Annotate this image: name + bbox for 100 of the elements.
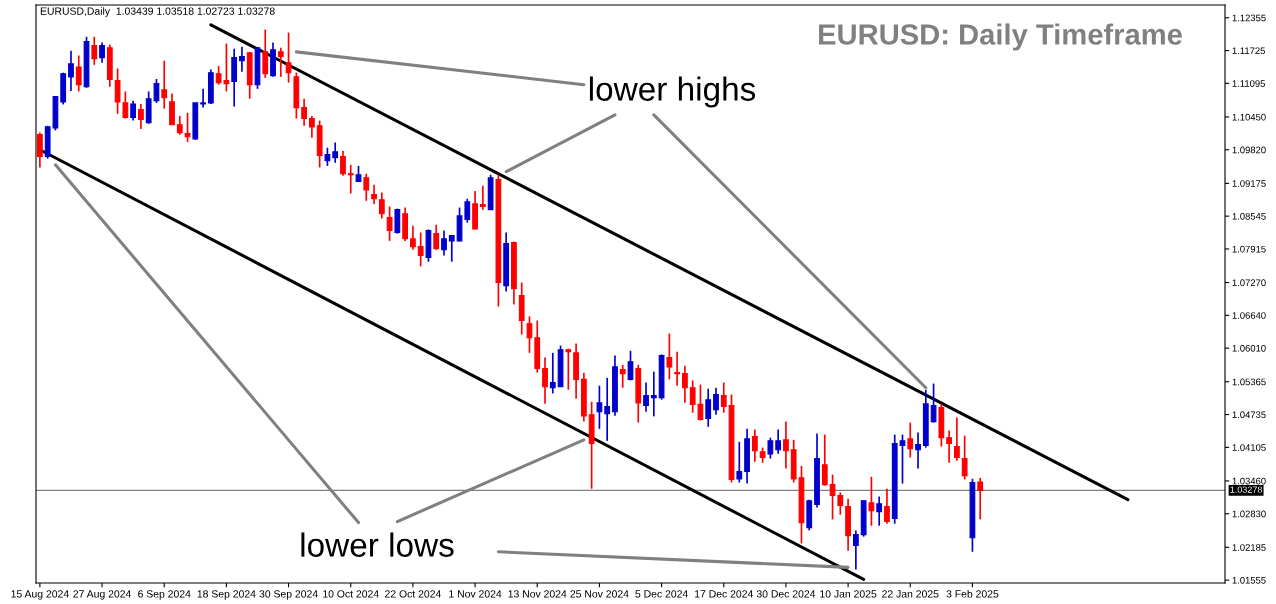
- candlestick: [161, 59, 168, 110]
- candlestick: [91, 35, 98, 66]
- y-tick-label: 1.06010: [1232, 344, 1266, 352]
- x-tick-label: 18 Sep 2024: [197, 590, 256, 600]
- candlestick: [308, 115, 315, 139]
- candlestick: [899, 433, 906, 485]
- candlestick: [604, 377, 611, 442]
- candlestick: [596, 384, 603, 430]
- candlestick: [68, 49, 74, 92]
- y-tick-label: 1.10450: [1232, 113, 1266, 121]
- y-tick-label: 1.02185: [1232, 544, 1266, 551]
- candlestick: [277, 46, 284, 78]
- candlestick: [946, 429, 953, 464]
- y-tick-label: 1.04735: [1232, 411, 1266, 419]
- candlestick: [907, 421, 914, 459]
- y-tick-label: 1.06640: [1232, 312, 1266, 319]
- candlestick: [876, 495, 883, 527]
- candlestick: [169, 92, 175, 126]
- candlestick: [783, 420, 789, 470]
- y-tick-label: 1.07270: [1232, 279, 1266, 287]
- candlestick: [262, 28, 269, 79]
- x-tick-label: 1 Nov 2024: [449, 590, 502, 598]
- candlestick: [751, 428, 758, 463]
- candlestick: [565, 347, 572, 391]
- candlestick: [821, 433, 828, 487]
- x-tick-label: 3 Feb 2025: [946, 589, 999, 598]
- candlestick: [441, 229, 447, 257]
- candlestick: [930, 382, 937, 424]
- y-tick-label: 1.01555: [1232, 576, 1266, 584]
- y-tick-label: 1.07915: [1232, 245, 1266, 253]
- candlestick: [542, 356, 548, 405]
- candlestick: [239, 45, 245, 73]
- candlestick: [75, 54, 82, 93]
- x-tick-label: 30 Sep 2024: [259, 590, 318, 600]
- candlestick: [479, 184, 486, 211]
- candlestick: [682, 365, 688, 404]
- candlestick: [200, 88, 206, 109]
- x-tick-label: 27 Aug 2024: [73, 590, 132, 600]
- candlestick: [363, 172, 370, 202]
- y-tick-label: 1.11725: [1232, 47, 1265, 55]
- candlestick: [394, 207, 401, 235]
- candlestick: [184, 111, 191, 143]
- x-tick-label: 17 Dec 2024: [695, 590, 753, 598]
- y-tick-label: 1.09175: [1232, 180, 1266, 187]
- candlestick: [884, 487, 890, 525]
- y-tick-label: 1.02830: [1232, 510, 1266, 518]
- candlestick: [674, 350, 681, 387]
- candlestick: [410, 224, 416, 251]
- candlestick: [285, 31, 292, 84]
- x-tick-label: 13 Nov 2024: [508, 590, 567, 598]
- candlestick: [666, 332, 673, 381]
- candlestick: [324, 146, 331, 167]
- candlestick: [868, 475, 875, 527]
- candlestick: [954, 416, 960, 462]
- candlestick: [619, 363, 626, 389]
- candlestick: [347, 164, 354, 195]
- candlestick: [371, 183, 377, 205]
- y-tick-label: 1.05365: [1232, 378, 1266, 386]
- candlestick: [301, 97, 307, 127]
- x-tick-label: 6 Sep 2024: [138, 590, 191, 600]
- candlestick: [386, 205, 393, 242]
- candlestick: [526, 315, 533, 354]
- y-tick-label: 1.04105: [1232, 444, 1266, 451]
- candlestick: [915, 431, 921, 470]
- x-tick-label: 5 Dec 2024: [635, 590, 688, 598]
- candlestick: [138, 103, 144, 130]
- y-tick-label: 1.09820: [1232, 146, 1266, 154]
- candlestick: [650, 370, 657, 418]
- candlestick: [643, 381, 649, 413]
- candlestick: [736, 441, 743, 484]
- candlestick: [705, 387, 712, 428]
- annotation: lower highs: [589, 76, 756, 108]
- candlestick: [852, 529, 859, 571]
- y-tick-label: 1.11095: [1232, 80, 1265, 87]
- candlestick: [961, 434, 968, 481]
- x-tick-label: 10 Oct 2024: [323, 590, 379, 598]
- candlestick: [231, 47, 238, 108]
- annotation: lower lows: [301, 532, 454, 557]
- candlestick: [977, 477, 984, 521]
- x-tick-label: 30 Dec 2024: [756, 590, 816, 598]
- text: EURUSD: Daily Timeframe: [819, 23, 1182, 51]
- candlestick: [340, 149, 346, 177]
- candlestick: [378, 191, 385, 220]
- candlestick: [433, 223, 440, 251]
- ref-line-label: 1.03278: [1230, 486, 1262, 493]
- candlestick: [767, 436, 774, 460]
- candlestick: [99, 41, 105, 64]
- candlestick: [720, 381, 727, 414]
- x-tick-label: 25 Nov 2024: [570, 590, 629, 598]
- x-tick-label: 10 Jan 2025: [820, 590, 877, 598]
- candlestick: [36, 131, 43, 169]
- candlestick: [549, 352, 556, 395]
- candlestick: [713, 386, 719, 416]
- y-tick-label: 1.12355: [1232, 14, 1266, 22]
- y-tick-label: 1.03460: [1232, 477, 1266, 485]
- candlestick: [775, 428, 782, 455]
- x-tick-label: 22 Oct 2024: [385, 590, 441, 598]
- annotation: EURUSD,Daily 1.03439 1.03518 1.02723 1.03278: [40, 7, 275, 17]
- candlestick: [130, 99, 137, 122]
- candlestick: [417, 231, 424, 268]
